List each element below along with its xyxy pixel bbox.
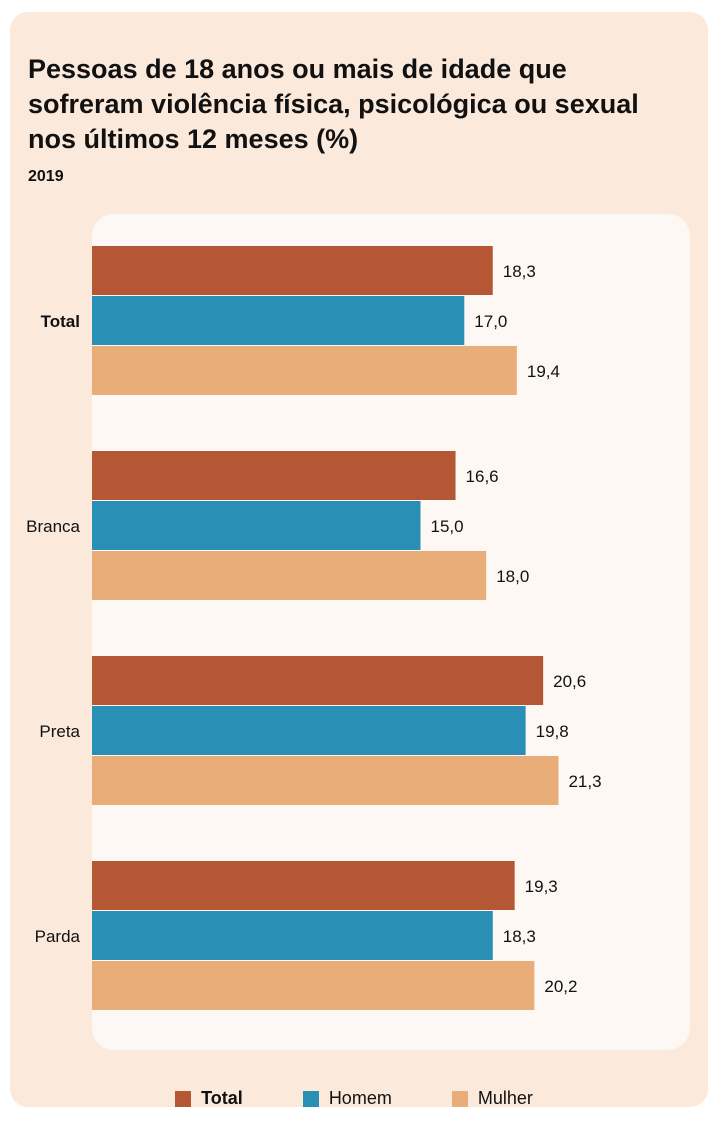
data-label-preta-mulher: 21,3 xyxy=(568,772,601,791)
bar-total-mulher xyxy=(92,346,517,395)
legend-swatch-homem xyxy=(302,1090,319,1107)
chart-subtitle: 2019 xyxy=(28,168,64,185)
bar-preta-homem xyxy=(92,706,526,755)
legend-item-total: Total xyxy=(175,1088,243,1109)
bar-parda-mulher xyxy=(92,961,535,1010)
data-label-branca-mulher: 18,0 xyxy=(496,567,529,586)
bar-branca-mulher xyxy=(92,551,487,600)
bar-parda-homem xyxy=(92,911,493,960)
data-label-total-mulher: 19,4 xyxy=(527,362,560,381)
bar-branca-homem xyxy=(92,501,421,550)
data-label-parda-total: 19,3 xyxy=(525,877,558,896)
legend-item-mulher: Mulher xyxy=(451,1088,533,1109)
data-label-parda-homem: 18,3 xyxy=(503,927,536,946)
legend-label-mulher: Mulher xyxy=(477,1088,533,1108)
data-label-branca-homem: 15,0 xyxy=(431,517,464,536)
data-label-preta-total: 20,6 xyxy=(553,672,586,691)
data-label-branca-total: 16,6 xyxy=(466,467,499,486)
legend-item-homem: Homem xyxy=(302,1088,392,1109)
legend-label-total: Total xyxy=(201,1088,243,1108)
category-label-total: Total xyxy=(41,312,80,331)
chart-title: Pessoas de 18 anos ou mais de idade que … xyxy=(28,54,639,154)
bar-total-homem xyxy=(92,296,465,345)
legend-label-homem: Homem xyxy=(328,1088,392,1108)
legend: Total Homem Mulher xyxy=(0,1088,708,1109)
bar-preta-mulher xyxy=(92,756,559,805)
legend-swatch-mulher xyxy=(451,1090,468,1107)
data-label-total-total: 18,3 xyxy=(503,262,536,281)
data-label-parda-mulher: 20,2 xyxy=(544,977,577,996)
legend-swatch-total xyxy=(175,1090,192,1107)
data-label-preta-homem: 19,8 xyxy=(536,722,569,741)
bar-parda-total xyxy=(92,861,515,910)
bar-preta-total xyxy=(92,656,544,705)
data-label-total-homem: 17,0 xyxy=(474,312,507,331)
category-label-preta: Preta xyxy=(39,722,80,741)
bar-branca-total xyxy=(92,451,456,500)
category-label-parda: Parda xyxy=(35,927,81,946)
bar-total-total xyxy=(92,246,493,295)
category-label-branca: Branca xyxy=(26,517,80,536)
